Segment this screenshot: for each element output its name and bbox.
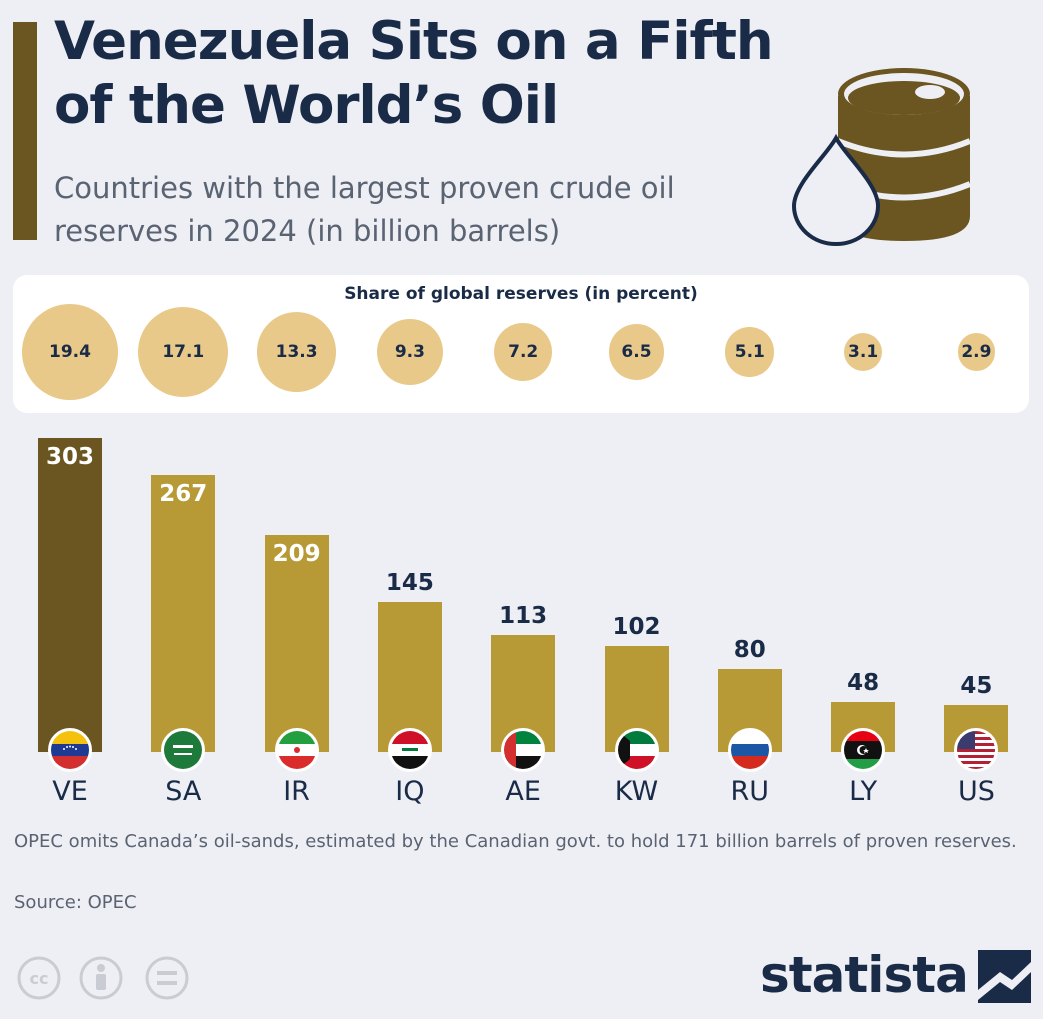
share-bubble-iq: 9.3 <box>376 318 444 386</box>
category-label-us: US <box>957 776 995 807</box>
share-bubble-sa: 17.1 <box>138 306 229 398</box>
flag-ly-icon <box>841 728 886 772</box>
attribution-icon[interactable] <box>78 955 124 1001</box>
bar-value-ir: 209 <box>272 541 321 568</box>
flag-us-icon <box>954 728 999 772</box>
flag-iq-icon <box>387 728 432 772</box>
share-panel: Share of global reserves (in percent) 19… <box>13 275 1029 413</box>
oil-drop-icon <box>791 133 881 246</box>
share-bubble-ru: 5.1 <box>725 327 775 377</box>
bar-value-iq: 145 <box>385 569 434 596</box>
bar-ir <box>264 535 329 752</box>
share-bubble-ae: 7.2 <box>493 322 553 382</box>
flag-ve-icon <box>48 728 92 772</box>
bar-iq <box>377 601 442 752</box>
share-bubble-kw: 6.5 <box>608 324 665 380</box>
bar-value-kw: 102 <box>612 614 661 641</box>
bar-sa <box>151 475 216 752</box>
category-label-ly: LY <box>849 776 878 807</box>
category-label-sa: SA <box>165 776 202 807</box>
chart-subtitle: Countries with the largest proven crude … <box>54 171 675 248</box>
category-label-ve: VE <box>52 776 88 807</box>
chart-title: Venezuela Sits on a Fifth of the World’s… <box>54 11 774 136</box>
share-heading: Share of global reserves (in percent) <box>344 284 698 304</box>
title-accent-bar <box>13 22 37 240</box>
share-bubble-ly: 3.1 <box>843 332 883 372</box>
category-label-iq: IQ <box>395 776 425 807</box>
bar-value-ru: 80 <box>733 637 766 664</box>
bar-value-us: 45 <box>960 673 993 700</box>
bar-ve <box>38 438 102 752</box>
oil-barrel-icon <box>791 68 972 246</box>
statista-wordmark[interactable]: statista <box>760 946 969 1004</box>
bar-value-ae: 113 <box>499 602 548 629</box>
flag-sa-icon <box>161 728 206 772</box>
category-label-ir: IR <box>283 776 310 807</box>
category-label-ru: RU <box>730 776 770 807</box>
flag-ae-icon <box>501 728 546 772</box>
share-bubble-ve: 19.4 <box>22 304 118 400</box>
flag-ir-icon <box>274 728 319 772</box>
bar-value-ly: 48 <box>847 670 880 697</box>
source-text: Source: OPEC <box>14 892 137 913</box>
statista-logo-icon[interactable] <box>978 950 1031 1003</box>
bar-value-ve: 303 <box>45 444 94 470</box>
footnote: OPEC omits Canada’s oil-sands, estimated… <box>14 831 1017 852</box>
flag-kw-icon <box>614 728 659 772</box>
no-derivatives-icon[interactable] <box>144 955 190 1001</box>
category-label-kw: KW <box>614 776 659 807</box>
bar-value-sa: 267 <box>159 481 208 508</box>
flag-ru-icon <box>727 728 772 772</box>
category-label-ae: AE <box>505 776 541 807</box>
share-bubble-ir: 13.3 <box>256 312 337 392</box>
share-bubble-us: 2.9 <box>957 333 995 371</box>
cc-icon[interactable]: cc <box>16 955 62 1001</box>
svg-text:cc: cc <box>30 969 49 988</box>
